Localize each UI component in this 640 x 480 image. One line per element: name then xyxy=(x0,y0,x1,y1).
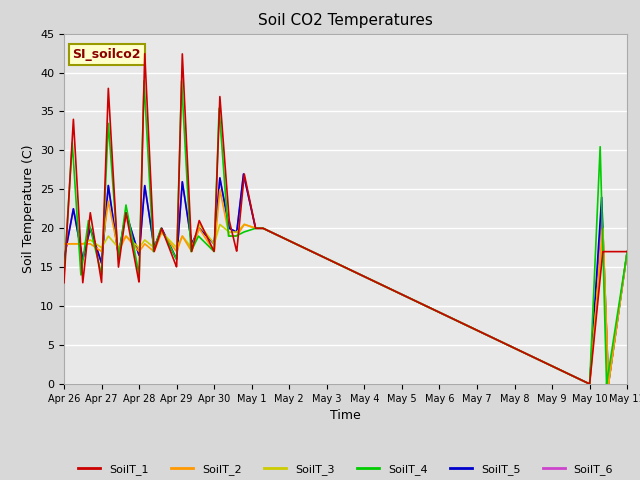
Legend: SoilT_1, SoilT_2, SoilT_3, SoilT_4, SoilT_5, SoilT_6: SoilT_1, SoilT_2, SoilT_3, SoilT_4, Soil… xyxy=(74,460,618,480)
X-axis label: Time: Time xyxy=(330,409,361,422)
Text: SI_soilco2: SI_soilco2 xyxy=(72,48,141,61)
Y-axis label: Soil Temperature (C): Soil Temperature (C) xyxy=(22,144,35,273)
Title: Soil CO2 Temperatures: Soil CO2 Temperatures xyxy=(258,13,433,28)
